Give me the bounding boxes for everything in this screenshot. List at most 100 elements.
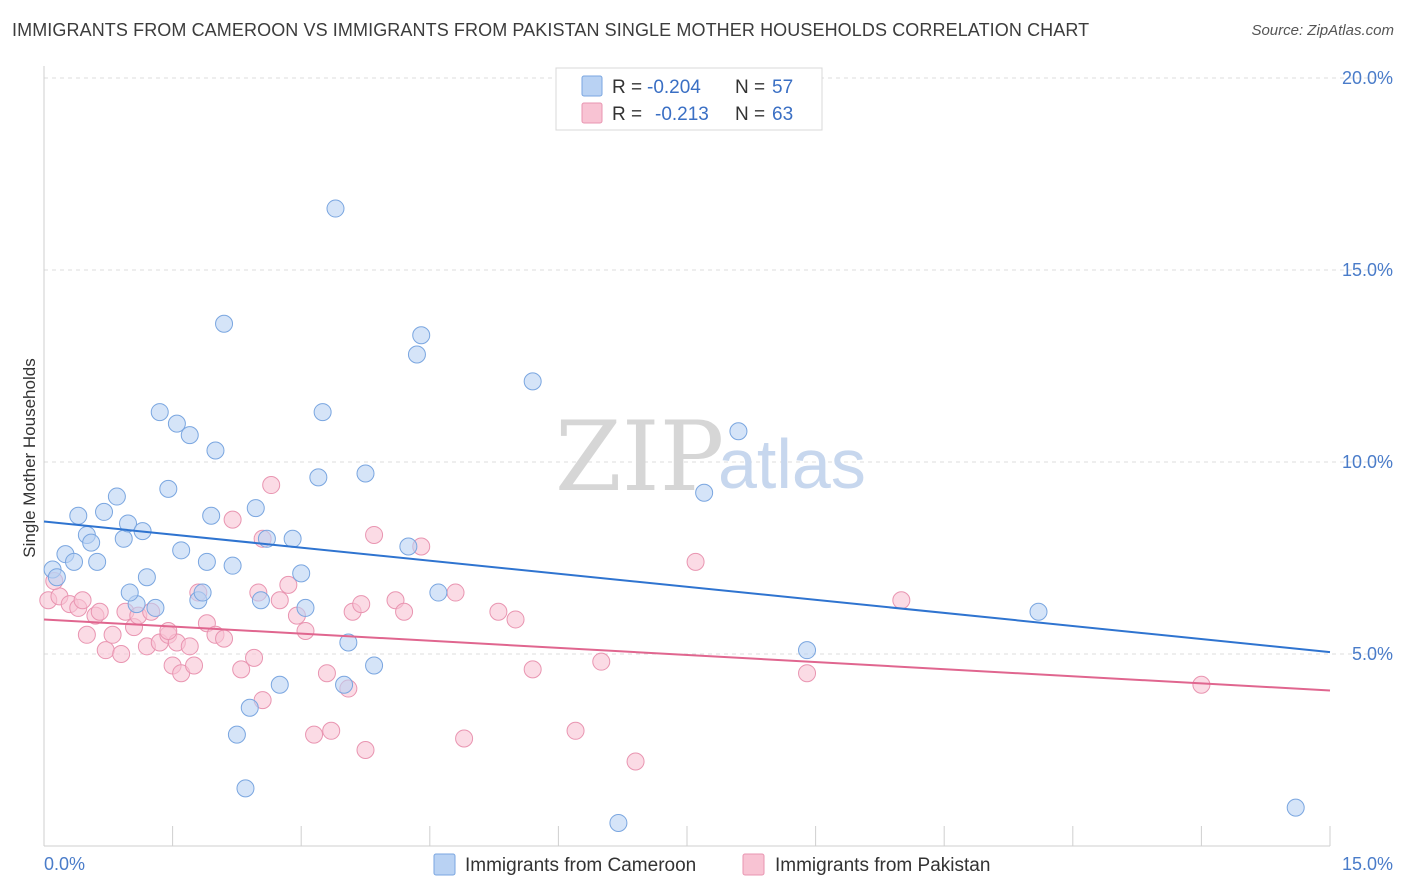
data-point-pakistan: [262, 476, 281, 495]
data-point-pakistan: [90, 602, 109, 621]
data-point-pakistan: [73, 591, 92, 610]
data-point-cameroon: [609, 813, 628, 832]
data-point-cameroon: [270, 675, 289, 694]
bottom-legend-pakistan: Immigrants from Pakistan: [775, 855, 990, 876]
data-point-cameroon: [172, 541, 191, 560]
data-point-cameroon: [246, 499, 265, 518]
data-point-pakistan: [270, 591, 289, 610]
data-point-cameroon: [365, 656, 384, 675]
data-point-cameroon: [223, 556, 242, 575]
data-point-cameroon: [407, 345, 426, 364]
data-point-cameroon: [326, 199, 345, 218]
data-point-pakistan: [892, 591, 911, 610]
data-point-cameroon: [729, 422, 748, 441]
data-point-cameroon: [167, 414, 186, 433]
data-point-pakistan: [489, 602, 508, 621]
bottom-legend-swatch-cameroon: [433, 853, 456, 876]
data-point-pakistan: [446, 583, 465, 602]
data-point-cameroon: [120, 583, 139, 602]
data-point-cameroon: [206, 441, 225, 460]
legend-r-label-cameroon: R =: [612, 77, 642, 98]
y-tick-label: 5.0%: [1352, 644, 1393, 664]
y-axis-title: Single Mother Households: [20, 358, 39, 557]
data-point-pakistan: [523, 660, 542, 679]
data-point-cameroon: [339, 633, 358, 652]
data-point-cameroon: [137, 568, 156, 587]
data-point-pakistan: [686, 552, 705, 571]
data-point-cameroon: [296, 598, 315, 617]
data-point-cameroon: [119, 514, 138, 533]
legend-r-pakistan: -0.213: [655, 104, 709, 125]
data-point-cameroon: [251, 591, 270, 610]
data-point-pakistan: [365, 525, 384, 544]
data-point-cameroon: [150, 403, 169, 422]
data-point-cameroon: [523, 372, 542, 391]
data-point-cameroon: [798, 641, 817, 660]
legend-box: R = -0.204 N = 57 R = -0.213 N = 63: [555, 67, 823, 131]
data-point-pakistan: [626, 752, 645, 771]
data-point-pakistan: [322, 721, 341, 740]
data-point-pakistan: [77, 625, 96, 644]
data-point-cameroon: [356, 464, 375, 483]
series-cameroon: [43, 199, 1305, 832]
x-tick-labels: 0.0% 15.0%: [44, 854, 1393, 874]
legend-swatch-pakistan: [581, 102, 603, 124]
data-point-pakistan: [245, 648, 264, 667]
data-point-cameroon: [227, 725, 246, 744]
source-credit: Source: ZipAtlas.com: [1251, 22, 1394, 39]
trendlines: [43, 520, 1331, 692]
data-point-pakistan: [798, 664, 817, 683]
data-point-pakistan: [279, 575, 298, 594]
data-point-pakistan: [96, 641, 115, 660]
bottom-legend: Immigrants from Cameroon Immigrants from…: [433, 853, 990, 876]
legend-n-pakistan: 63: [772, 104, 793, 125]
data-point-cameroon: [65, 552, 84, 571]
x-tick-label: 0.0%: [44, 854, 85, 874]
chart-title: IMMIGRANTS FROM CAMEROON VS IMMIGRANTS F…: [12, 20, 1090, 40]
watermark: ZIP atlas: [555, 401, 866, 513]
data-point-pakistan: [296, 621, 315, 640]
data-point-cameroon: [429, 583, 448, 602]
legend-n-cameroon: 57: [772, 77, 793, 98]
data-point-cameroon: [69, 506, 88, 525]
legend-swatch-cameroon: [581, 75, 603, 97]
bottom-legend-swatch-pakistan: [742, 853, 765, 876]
data-point-cameroon: [695, 483, 714, 502]
data-point-pakistan: [103, 625, 122, 644]
data-point-cameroon: [412, 326, 431, 345]
data-point-cameroon: [107, 487, 126, 506]
data-point-pakistan: [356, 741, 375, 759]
data-point-pakistan: [592, 652, 611, 671]
legend-n-label-pakistan: N =: [735, 104, 765, 125]
data-point-cameroon: [82, 533, 101, 552]
data-point-pakistan: [185, 656, 204, 675]
data-point-cameroon: [292, 564, 311, 583]
series-pakistan: [39, 476, 1211, 771]
grid-lines: [44, 77, 1390, 655]
legend-r-cameroon: -0.204: [647, 77, 701, 98]
data-point-cameroon: [193, 583, 212, 602]
data-point-cameroon: [215, 314, 234, 333]
data-point-pakistan: [506, 610, 525, 629]
data-point-cameroon: [313, 403, 332, 422]
data-point-cameroon: [283, 529, 302, 548]
y-tick-label: 15.0%: [1342, 260, 1393, 280]
data-point-cameroon: [309, 468, 328, 487]
data-point-pakistan: [1192, 675, 1211, 694]
data-point-cameroon: [240, 698, 259, 717]
data-point-pakistan: [215, 629, 234, 648]
data-point-cameroon: [180, 426, 199, 445]
data-point-pakistan: [112, 645, 131, 663]
data-point-pakistan: [317, 664, 336, 683]
data-point-cameroon: [146, 598, 165, 617]
data-point-pakistan: [305, 725, 324, 744]
data-point-cameroon: [47, 568, 66, 587]
trendline-cameroon: [43, 520, 1331, 654]
data-point-pakistan: [180, 637, 199, 656]
legend-n-label-cameroon: N =: [735, 77, 765, 98]
data-point-pakistan: [232, 660, 251, 679]
y-tick-labels: 5.0% 10.0% 15.0% 20.0%: [1342, 68, 1393, 664]
data-point-cameroon: [197, 552, 216, 571]
legend-r-label-pakistan: R =: [612, 104, 642, 125]
